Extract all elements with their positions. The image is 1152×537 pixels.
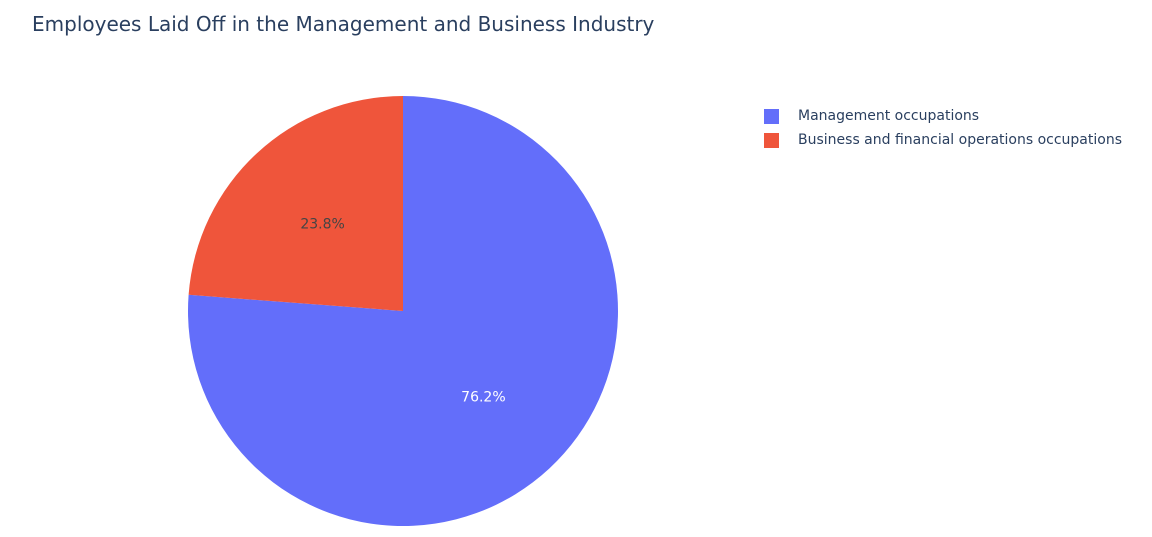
pie-slice-management[interactable] <box>188 96 619 526</box>
pie-slice-business-financial[interactable] <box>188 96 403 311</box>
chart-title: Employees Laid Off in the Management and… <box>32 12 655 36</box>
legend-label-management: Management occupations <box>798 108 980 124</box>
legend-item-business-financial[interactable]: Business and financial operations occupa… <box>764 128 1122 152</box>
legend-label-business-financial: Business and financial operations occupa… <box>798 132 1122 148</box>
slice-label-management: 76.2% <box>461 390 505 406</box>
legend-swatch-management <box>764 108 779 124</box>
slice-label-business-financial: 23.8% <box>300 216 344 232</box>
legend: Management occupations Business and fina… <box>764 104 1122 152</box>
legend-swatch-business-financial <box>764 132 779 148</box>
legend-item-management[interactable]: Management occupations <box>764 104 1122 128</box>
